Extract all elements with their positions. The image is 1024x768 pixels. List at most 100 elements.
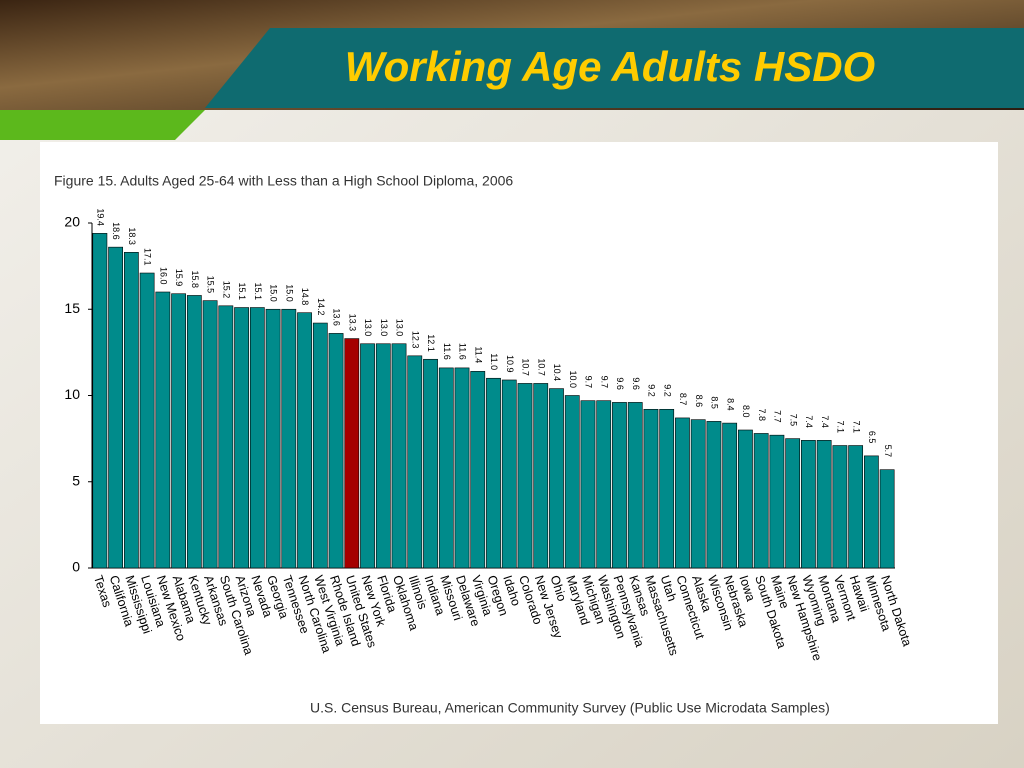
bar [139, 272, 155, 569]
bar [423, 358, 438, 569]
chart-title: Figure 15. Adults Aged 25-64 with Less t… [54, 173, 513, 189]
bar [92, 233, 108, 569]
value-label: 8.7 [678, 393, 688, 406]
bar [501, 379, 517, 569]
y-tick-label: 5 [72, 472, 80, 488]
value-label: 15.0 [269, 284, 279, 302]
bar [281, 308, 297, 569]
accent-stripe [0, 110, 205, 140]
bar [375, 343, 391, 569]
slide-title: Working Age Adults HSDO [345, 43, 875, 90]
value-label: 13.0 [395, 319, 405, 337]
value-label: 10.4 [552, 364, 562, 382]
value-label: 16.0 [158, 267, 168, 285]
bar [108, 246, 124, 569]
value-label: 8.6 [694, 395, 704, 408]
bar [785, 438, 801, 569]
bar [517, 383, 533, 569]
bar [612, 402, 627, 569]
value-label: 9.7 [584, 376, 594, 389]
bar [848, 445, 864, 569]
bar [596, 400, 612, 569]
value-label: 15.1 [253, 283, 263, 301]
value-label: 7.1 [851, 421, 861, 434]
value-label: 7.5 [788, 414, 798, 427]
bar [706, 421, 722, 569]
bar [249, 307, 265, 569]
bar [832, 445, 848, 569]
y-tick-label: 10 [64, 386, 80, 402]
bar [438, 367, 454, 569]
value-label: 11.0 [489, 353, 499, 370]
value-label: 7.8 [757, 408, 767, 421]
bar [454, 367, 470, 569]
bar [863, 455, 879, 569]
bar [549, 388, 564, 569]
value-label: 5.7 [883, 445, 893, 458]
value-label: 9.7 [599, 376, 609, 389]
bar [312, 322, 328, 569]
bar [328, 333, 344, 569]
y-tick-label: 15 [64, 300, 80, 316]
bar [627, 402, 643, 569]
value-label: 7.1 [836, 421, 846, 434]
bar [234, 307, 249, 569]
y-tick-label: 0 [72, 559, 80, 575]
value-label: 8.0 [741, 405, 751, 418]
bar [344, 338, 360, 569]
bar [753, 433, 769, 569]
value-label: 15.8 [190, 270, 200, 288]
bar [643, 408, 659, 569]
bar [659, 408, 675, 569]
bar [769, 434, 785, 569]
value-label: 15.5 [206, 276, 216, 294]
value-label: 14.2 [316, 298, 326, 316]
bar [486, 377, 501, 569]
value-label: 10.0 [568, 371, 578, 389]
bar [879, 469, 895, 569]
bar [186, 295, 202, 569]
bar [407, 355, 423, 569]
value-label: 7.7 [773, 410, 783, 423]
value-label: 9.6 [631, 377, 641, 390]
value-label: 8.5 [710, 396, 720, 409]
value-label: 18.3 [127, 227, 137, 245]
value-label: 8.4 [725, 398, 735, 411]
bar [816, 440, 832, 569]
value-label: 9.2 [647, 384, 657, 397]
bar [580, 400, 596, 569]
bar [690, 419, 706, 569]
value-label: 13.3 [347, 314, 357, 332]
value-label: 7.4 [820, 415, 830, 428]
bar [738, 429, 753, 569]
bar [297, 312, 312, 569]
bar [218, 305, 234, 569]
value-label: 13.6 [332, 308, 342, 326]
source-note: U.S. Census Bureau, American Community S… [310, 700, 830, 716]
value-label: 12.3 [410, 331, 420, 349]
value-label: 13.0 [363, 319, 373, 337]
value-label: 10.9 [505, 355, 515, 373]
value-label: 9.2 [662, 384, 672, 397]
bar [202, 300, 218, 569]
value-label: 15.9 [174, 269, 184, 287]
y-tick-label: 20 [64, 214, 80, 230]
bar [722, 422, 738, 569]
bar [360, 343, 375, 569]
value-label: 11.4 [473, 346, 483, 363]
value-label: 9.6 [615, 377, 625, 390]
value-label: 11.6 [442, 343, 452, 360]
bar [801, 440, 816, 569]
title-banner [205, 28, 1024, 108]
value-label: 15.2 [221, 281, 231, 299]
value-label: 13.0 [379, 319, 389, 337]
value-label: 12.1 [426, 334, 436, 352]
bar [391, 343, 407, 569]
value-label: 10.7 [536, 358, 546, 376]
value-label: 7.4 [804, 415, 814, 428]
bar [265, 308, 281, 569]
value-label: 18.6 [111, 222, 121, 240]
bar [123, 252, 139, 569]
value-label: 6.5 [867, 431, 877, 444]
